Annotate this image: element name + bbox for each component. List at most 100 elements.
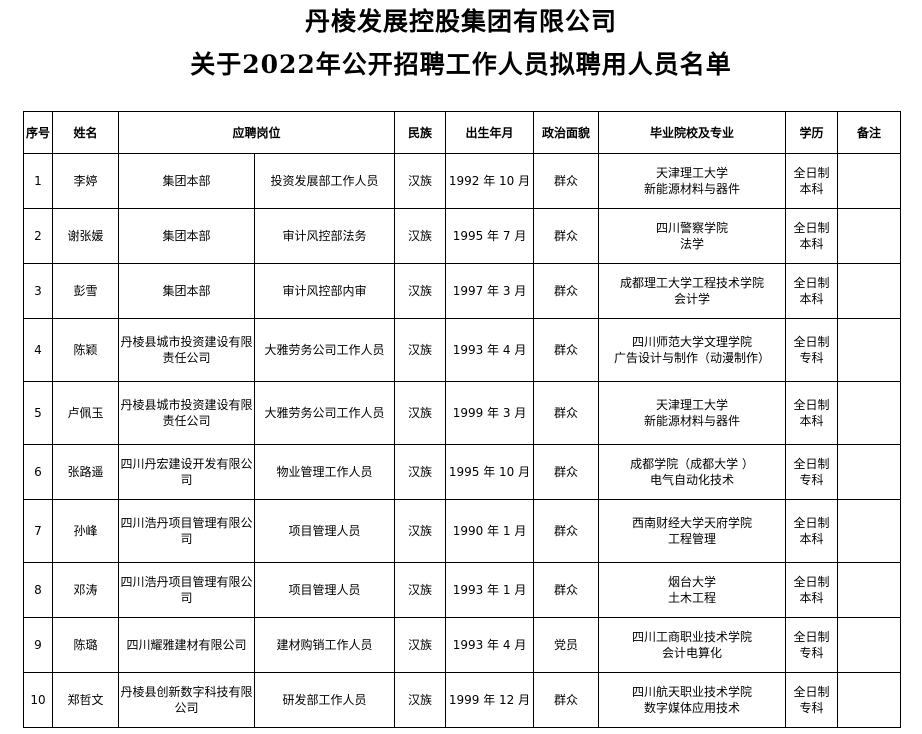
header-name: 姓名 (52, 111, 119, 154)
row-school-line2: 会计电算化 (662, 646, 723, 660)
header-education: 学历 (785, 111, 839, 154)
row-school-line2: 新能源材料与器件 (644, 182, 741, 196)
row-unit: 丹棱县创新数字科技有限公司 (118, 672, 255, 728)
row-birth: 1997 年 3 月 (445, 263, 535, 319)
row-birth: 1995 年 7 月 (445, 208, 535, 264)
row-education-line1: 全日制 (793, 516, 830, 530)
row-remark (837, 208, 902, 264)
row-ethnicity: 汉族 (394, 263, 447, 319)
row-school-line2: 会计学 (674, 292, 711, 306)
row-education-line1: 全日制 (793, 276, 830, 290)
row-birth: 1992 年 10 月 (445, 153, 535, 209)
row-remark (837, 672, 902, 728)
header-remark: 备注 (837, 111, 902, 154)
row-remark (837, 499, 902, 563)
row-school: 天津理工大学 新能源材料与器件 (598, 153, 787, 209)
row-unit: 四川浩丹项目管理有限公司 (118, 562, 255, 618)
table-row: 9 陈璐 四川耀雅建材有限公司 建材购销工作人员 汉族 1993 年 4 月党员 四川工商职… (23, 617, 902, 673)
row-school-line1: 四川工商职业技术学院 (632, 630, 753, 644)
row-political: 党员 (533, 617, 600, 673)
row-education-line1: 全日制 (793, 685, 830, 699)
row-remark (837, 318, 902, 382)
row-job: 大雅劳务公司工作人员 (253, 381, 396, 445)
row-unit: 丹棱县城市投资建设有限责任公司 (118, 381, 255, 445)
row-name: 郑哲文 (52, 672, 119, 728)
row-education-line1: 全日制 (793, 398, 830, 412)
row-remark (837, 153, 902, 209)
row-ethnicity: 汉族 (394, 444, 447, 500)
row-job: 投资发展部工作人员 (253, 153, 396, 209)
table-row: 3 彭雪 集团本部 审计风控部内审 汉族 1997 年 3 月群众 成都理工大学工程技术学院… (23, 263, 902, 319)
row-school-line2: 工程管理 (668, 532, 717, 546)
table-row: 2 谢张媛 集团本部 审计风控部法务 汉族 1995 年 7 月群众 四川警察学院 法学 全日制… (23, 208, 902, 264)
row-school-line2: 法学 (680, 237, 705, 251)
row-ethnicity: 汉族 (394, 617, 447, 673)
row-no: 2 (23, 208, 53, 264)
row-education-line2: 专科 (799, 646, 824, 660)
row-birth: 1999 年 3 月 (445, 381, 535, 445)
table-row: 5 卢佩玉 丹棱县城市投资建设有限责任公司 大雅劳务公司工作人员 汉族 1999 年 3 … (23, 381, 902, 445)
row-education-line2: 专科 (799, 351, 824, 365)
row-political: 群众 (533, 499, 600, 563)
row-ethnicity: 汉族 (394, 499, 447, 563)
row-school-line1: 四川师范大学文理学院 (632, 335, 753, 349)
header-ethnicity: 民族 (394, 111, 447, 154)
row-political: 群众 (533, 444, 600, 500)
row-education: 全日制 专科 (785, 672, 839, 728)
row-job: 研发部工作人员 (253, 672, 396, 728)
row-no: 8 (23, 562, 53, 618)
row-name: 卢佩玉 (52, 381, 119, 445)
row-education: 全日制 本科 (785, 562, 839, 618)
row-education: 全日制 专科 (785, 617, 839, 673)
row-remark (837, 444, 902, 500)
table-row: 10 郑哲文 丹棱县创新数字科技有限公司 研发部工作人员 汉族 1999 年 12 月群众… (23, 672, 902, 728)
row-ethnicity: 汉族 (394, 318, 447, 382)
row-remark (837, 263, 902, 319)
row-ethnicity: 汉族 (394, 672, 447, 728)
row-school: 烟台大学 土木工程 (598, 562, 787, 618)
row-job: 审计风控部法务 (253, 208, 396, 264)
header-political: 政治面貌 (533, 111, 600, 154)
row-job: 大雅劳务公司工作人员 (253, 318, 396, 382)
row-education-line1: 全日制 (793, 457, 830, 471)
row-education: 全日制 本科 (785, 208, 839, 264)
row-job: 物业管理工作人员 (253, 444, 396, 500)
row-education-line2: 本科 (799, 182, 824, 196)
row-ethnicity: 汉族 (394, 562, 447, 618)
row-unit: 四川浩丹项目管理有限公司 (118, 499, 255, 563)
row-political: 群众 (533, 562, 600, 618)
row-job: 审计风控部内审 (253, 263, 396, 319)
row-name: 邓涛 (52, 562, 119, 618)
document-title: 丹棱发展控股集团有限公司 (304, 7, 617, 36)
row-ethnicity: 汉族 (394, 381, 447, 445)
row-school-line2: 新能源材料与器件 (644, 414, 741, 428)
row-no: 9 (23, 617, 53, 673)
row-ethnicity: 汉族 (394, 153, 447, 209)
row-education-line1: 全日制 (793, 221, 830, 235)
row-political: 群众 (533, 381, 600, 445)
row-education-line2: 本科 (799, 532, 824, 546)
row-education-line1: 全日制 (793, 166, 830, 180)
row-unit: 四川耀雅建材有限公司 (118, 617, 255, 673)
table-row: 6 张路遥 四川丹宏建设开发有限公司 物业管理工作人员 汉族 1995 年 10 月群众成… (23, 444, 902, 500)
row-political: 群众 (533, 318, 600, 382)
row-education: 全日制 本科 (785, 153, 839, 209)
row-no: 3 (23, 263, 53, 319)
row-political: 群众 (533, 672, 600, 728)
header-birth: 出生年月 (445, 111, 535, 154)
row-birth: 1990 年 1 月 (445, 499, 535, 563)
row-school-line2: 数字媒体应用技术 (644, 701, 741, 715)
row-political: 群众 (533, 263, 600, 319)
row-school-line2: 电气自动化技术 (650, 473, 735, 487)
row-school-line2: 土木工程 (668, 591, 717, 605)
row-education-line2: 本科 (799, 292, 824, 306)
header-position: 应聘岗位 (117, 111, 396, 154)
header-no: 序号 (23, 111, 53, 154)
row-education: 全日制 专科 (785, 318, 839, 382)
row-job: 项目管理人员 (253, 499, 396, 563)
row-birth: 1993 年 4 月 (445, 617, 535, 673)
row-name: 谢张媛 (52, 208, 119, 264)
row-school: 四川警察学院 法学 (598, 208, 787, 264)
row-school-line1: 四川警察学院 (656, 221, 729, 235)
row-name: 李婷 (52, 153, 119, 209)
